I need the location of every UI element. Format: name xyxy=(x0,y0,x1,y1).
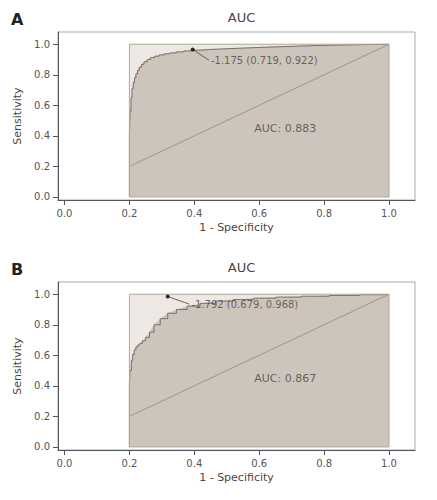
svg-text:0.8: 0.8 xyxy=(316,458,332,469)
svg-text:0.2: 0.2 xyxy=(121,208,137,219)
svg-text:0.4: 0.4 xyxy=(186,208,202,219)
svg-text:-1.175 (0.719, 0.922): -1.175 (0.719, 0.922) xyxy=(211,55,318,66)
svg-text:1.0: 1.0 xyxy=(381,458,397,469)
svg-text:0.4: 0.4 xyxy=(34,130,50,141)
svg-text:1.0: 1.0 xyxy=(381,208,397,219)
svg-text:0.6: 0.6 xyxy=(34,100,50,111)
svg-text:B: B xyxy=(11,260,23,279)
svg-text:Sensitivity: Sensitivity xyxy=(11,87,24,145)
svg-text:0.2: 0.2 xyxy=(121,458,137,469)
svg-text:0.0: 0.0 xyxy=(34,191,50,202)
svg-text:0.8: 0.8 xyxy=(34,319,50,330)
svg-text:0.4: 0.4 xyxy=(186,458,202,469)
svg-text:0.0: 0.0 xyxy=(57,458,73,469)
svg-text:-1.792 (0.679, 0.968): -1.792 (0.679, 0.968) xyxy=(191,299,298,310)
svg-text:0.2: 0.2 xyxy=(34,161,50,172)
svg-text:AUC: 0.867: AUC: 0.867 xyxy=(254,372,316,385)
svg-text:0.0: 0.0 xyxy=(34,441,50,452)
svg-text:0.6: 0.6 xyxy=(251,208,267,219)
svg-text:0.6: 0.6 xyxy=(34,350,50,361)
svg-text:AUC: 0.883: AUC: 0.883 xyxy=(254,122,316,135)
svg-text:AUC: AUC xyxy=(228,10,256,25)
svg-text:1.0: 1.0 xyxy=(34,289,50,300)
svg-text:Sensitivity: Sensitivity xyxy=(11,337,24,395)
svg-text:1.0: 1.0 xyxy=(34,39,50,50)
svg-text:0.8: 0.8 xyxy=(316,208,332,219)
svg-text:AUC: AUC xyxy=(228,260,256,275)
svg-text:0.8: 0.8 xyxy=(34,69,50,80)
svg-text:0.0: 0.0 xyxy=(57,208,73,219)
svg-text:1 - Specificity: 1 - Specificity xyxy=(199,221,274,234)
svg-text:0.4: 0.4 xyxy=(34,380,50,391)
svg-text:1 - Specificity: 1 - Specificity xyxy=(199,471,274,484)
svg-text:0.6: 0.6 xyxy=(251,458,267,469)
svg-text:A: A xyxy=(11,10,24,29)
svg-text:0.2: 0.2 xyxy=(34,411,50,422)
